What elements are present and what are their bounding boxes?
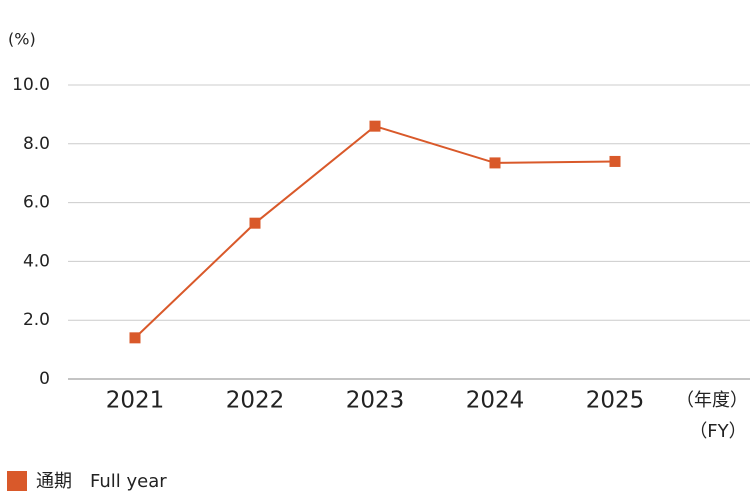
- x-tick-label: 2023: [346, 388, 405, 414]
- y-tick-label: 6.0: [23, 193, 50, 213]
- x-tick-label: 2024: [466, 388, 525, 414]
- marker: [249, 217, 261, 229]
- legend-swatch: [7, 471, 27, 491]
- y-tick-label: 0: [39, 369, 50, 389]
- marker: [369, 120, 381, 132]
- y-tick-label: 2.0: [23, 310, 50, 330]
- x-axis-label: （年度）: [676, 390, 748, 411]
- y-tick-label: 4.0: [23, 251, 50, 271]
- y-tick-label: 8.0: [23, 134, 50, 154]
- line: [134, 125, 616, 339]
- x-tick-label: 2021: [106, 388, 165, 414]
- x-tick-label: 2025: [586, 388, 645, 414]
- marker: [609, 155, 621, 167]
- marker: [129, 332, 141, 344]
- legend-label: 通期 Full year: [36, 471, 167, 492]
- marker: [489, 157, 501, 169]
- y-tick-label: 10.0: [12, 75, 50, 95]
- x-tick-label: 2022: [226, 388, 285, 414]
- x-axis-label: （FY）: [689, 421, 746, 442]
- y-axis-label: (%): [8, 30, 36, 49]
